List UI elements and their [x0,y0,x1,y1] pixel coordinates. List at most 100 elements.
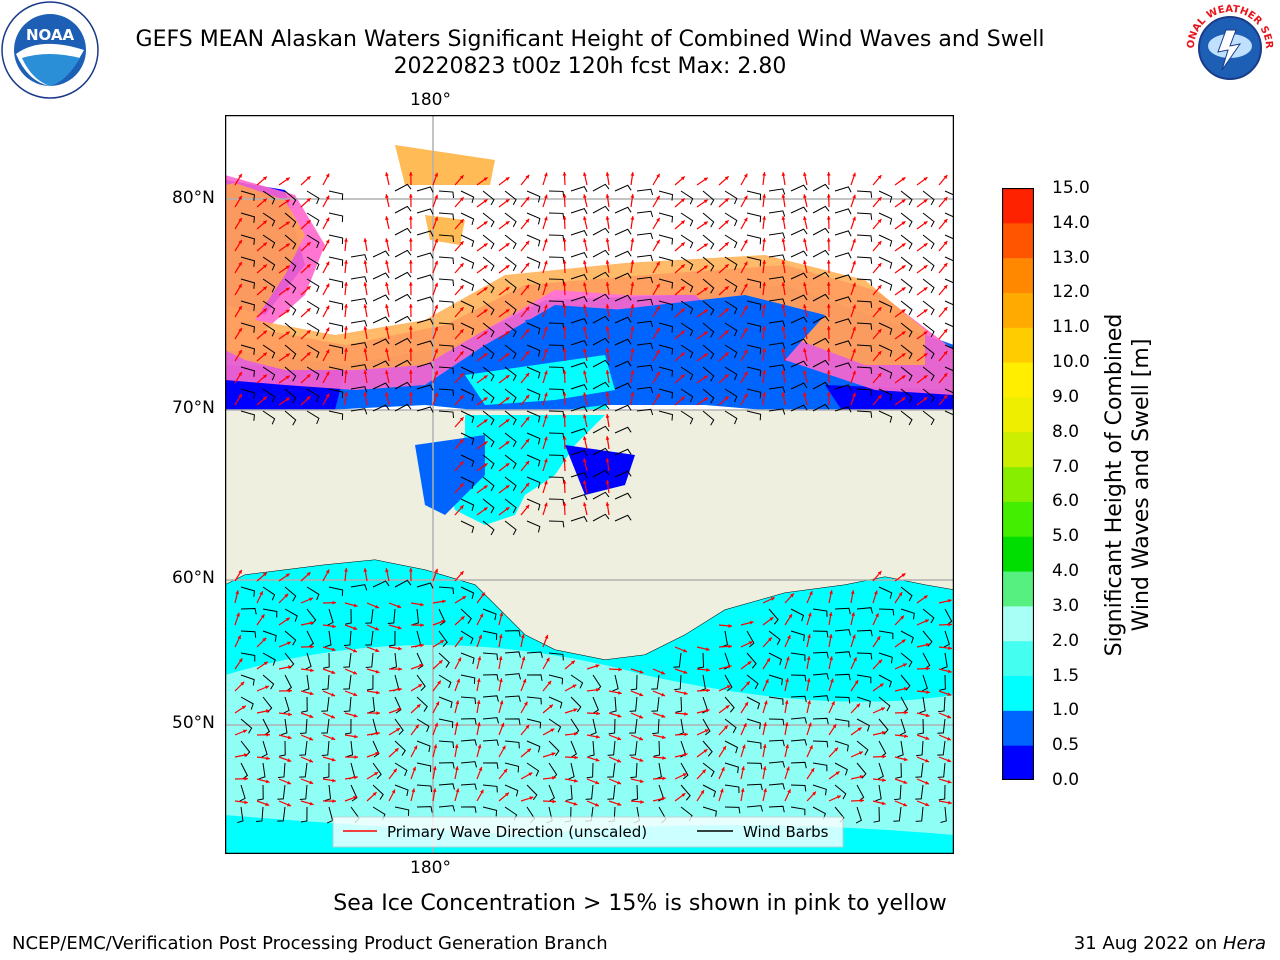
wave-arrow-head [703,749,708,753]
wave-arrow-head [943,241,948,245]
wave-arrow-head [852,634,856,639]
colorbar-bin [1002,605,1034,642]
wind-barb [922,256,935,272]
wave-arrow-head [877,175,882,180]
wind-barb [570,273,588,281]
wind-barb [588,740,595,757]
wind-barb [350,254,368,261]
wind-barb [570,185,588,193]
wind-barb [306,344,320,359]
wave-arrow-head [287,665,292,669]
wind-barb [438,783,455,790]
wind-barb [301,696,308,713]
wind-barb [239,784,246,802]
wave-arrow-head [408,304,413,308]
wave-arrow-head [781,370,786,374]
wind-barb [746,762,763,770]
wave-arrow-head [705,647,710,652]
wave-arrow-head [573,778,578,783]
wave-arrow-head [418,684,423,688]
wave-arrow-head [943,197,948,201]
wind-barb [938,784,946,801]
wind-barb [321,740,330,756]
wind-barb [306,388,320,403]
wave-arrow-head [262,572,267,577]
wind-barb [526,740,541,753]
wind-barb [614,426,632,434]
wind-barb [570,339,588,347]
wind-barb [921,674,928,692]
wave-arrow-head [397,604,402,609]
wave-arrow-head [505,507,510,511]
wave-arrow-head [762,744,767,748]
wind-barb [922,366,935,382]
wind-barb [504,190,517,206]
wave-arrow-head [454,722,459,727]
wave-arrow-head [525,394,530,399]
wave-arrow-head [703,265,708,270]
wind-barb [504,630,521,637]
wave-arrow-head [881,801,886,806]
wind-barb [614,184,632,192]
colorbar-bin [1002,327,1034,363]
wave-arrow-head [926,690,930,694]
wave-arrow-head [683,670,688,674]
wave-arrow-head [354,734,358,739]
wind-barb [438,630,448,647]
wind-barb [724,212,738,227]
wind-barb [702,366,715,382]
wind-barb [262,674,275,690]
wave-arrow-head [901,221,906,225]
wind-barb [834,362,852,369]
wind-barb [237,806,244,824]
wave-arrow-head [265,709,270,713]
wave-arrow-head [259,591,263,596]
wind-barb [834,696,851,704]
wind-barb [526,651,543,658]
wave-arrow-head [656,239,660,244]
wind-barb [284,366,297,382]
wave-arrow-head [947,779,952,784]
wave-arrow-head [434,392,439,397]
wave-arrow-head [265,779,270,784]
colorbar-tick-label: 14.0 [1052,212,1090,233]
wind-barb [915,762,924,778]
colorbar [1001,187,1035,781]
wave-arrow-head [630,216,635,220]
wave-arrow-head [743,217,748,222]
wind-barb [875,784,882,802]
wave-arrow-head [285,309,290,314]
wave-arrow-head [238,327,242,332]
wind-barb [438,652,450,668]
wave-arrow-head [408,348,413,352]
wave-arrow-head [876,636,881,641]
wave-arrow-head [947,714,952,719]
wind-barb [812,740,829,748]
wave-arrow-head [877,197,882,202]
wind-barb [790,806,806,816]
wave-arrow-head [309,714,314,719]
wave-arrow-head [639,758,644,762]
wave-arrow-head [923,309,928,313]
wave-arrow-head [285,221,290,226]
wind-barb [284,256,297,272]
wave-arrow-head [605,502,610,506]
wave-arrow-head [605,348,610,352]
wave-arrow-head [784,722,789,726]
wind-barb [878,718,889,735]
wind-barb [900,300,913,316]
wave-arrow-head [284,593,289,598]
wave-arrow-head [287,802,291,807]
wind-barb [548,652,564,661]
wave-arrow-head [498,656,503,660]
colorbar-tick-label: 4.0 [1052,561,1080,582]
wave-arrow-head [525,262,530,267]
wind-barb [834,208,852,215]
colorbar-bin [1002,292,1034,328]
wind-barb [460,761,478,768]
wind-barb [724,696,735,713]
wave-arrow-head [543,348,548,353]
chart-title: GEFS MEAN Alaskan Waters Significant Hei… [0,26,1180,80]
wind-barb [834,629,851,636]
wind-barb [345,608,352,625]
